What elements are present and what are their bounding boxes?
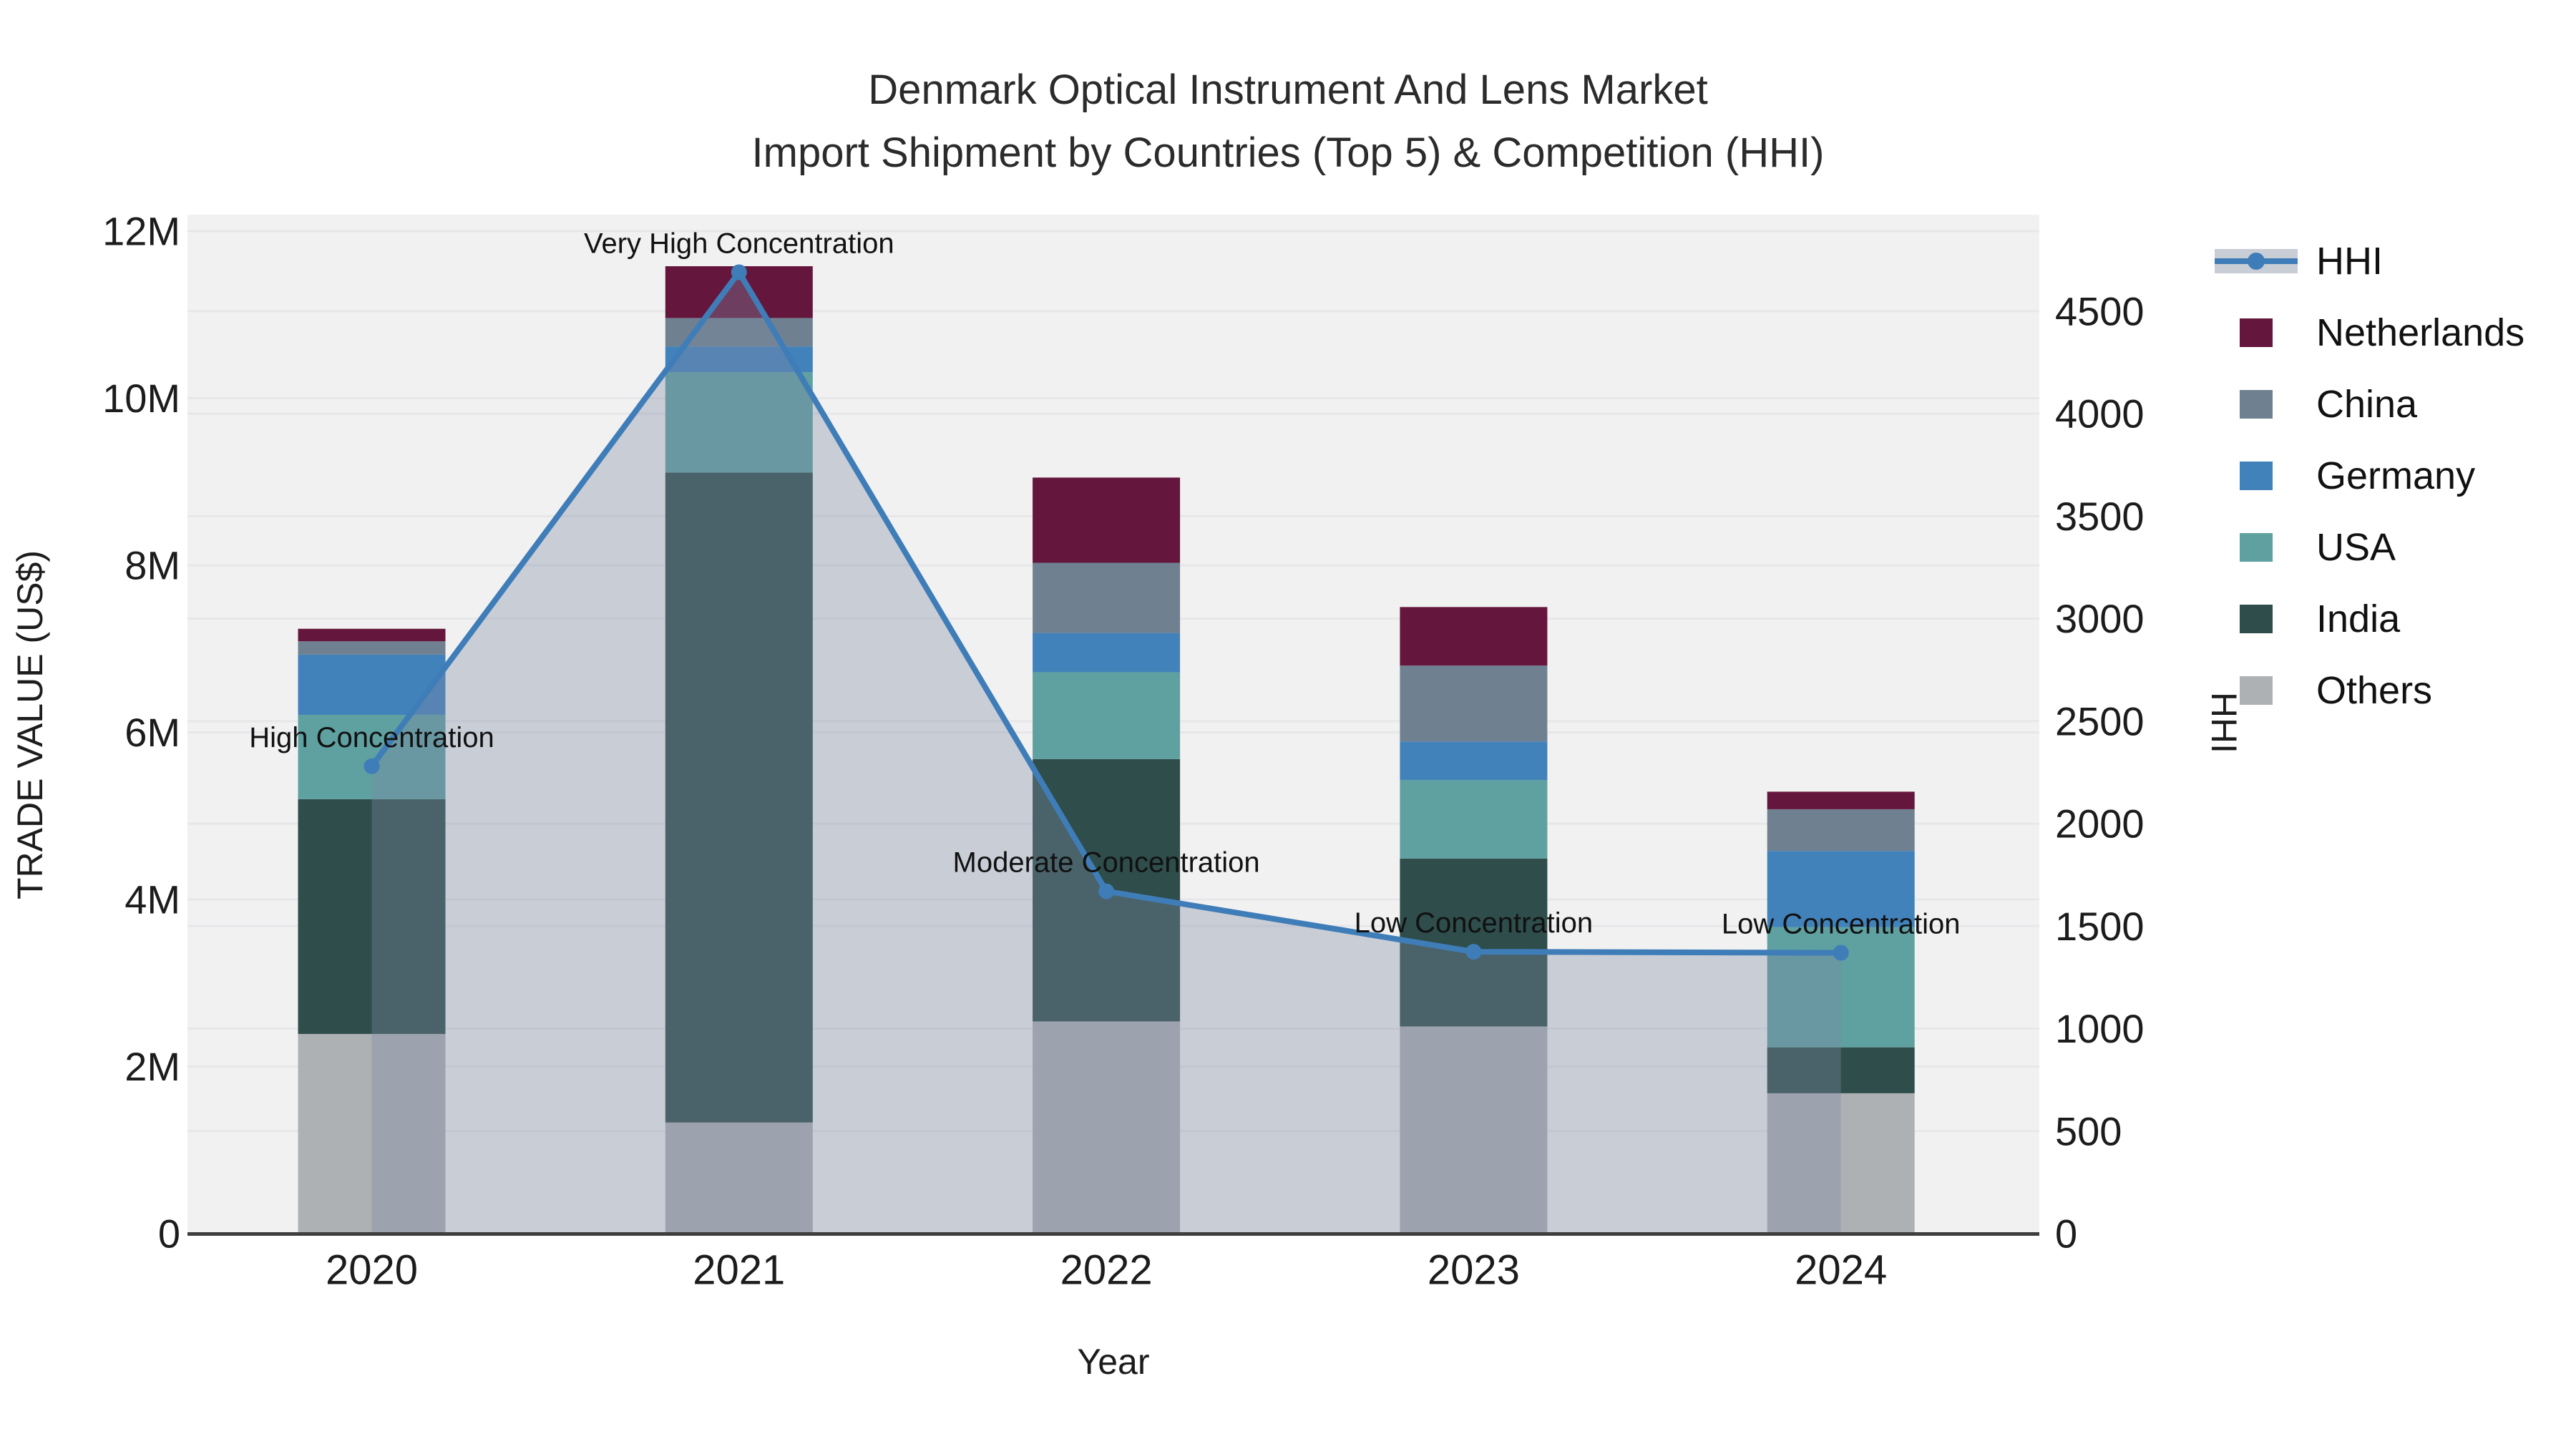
y-left-tick-label: 10M	[102, 376, 180, 421]
legend-label: China	[2316, 383, 2418, 426]
y-right-tick-label: 2500	[2055, 698, 2145, 743]
y-left-axis-title: TRADE VALUE (US$)	[10, 550, 50, 900]
china-swatch-icon	[2239, 390, 2273, 419]
y-left-tick-label: 0	[158, 1211, 180, 1257]
bar-segment-germany-2024	[1767, 851, 1915, 927]
bar-segment-usa-2021	[665, 372, 813, 473]
annotation-2021: Very High Concentration	[584, 228, 894, 259]
chart-title-line2: Import Shipment by Countries (Top 5) & C…	[751, 130, 1825, 176]
legend-item-india[interactable]: India	[2211, 583, 2524, 655]
bar-segment-germany-2022	[1033, 633, 1181, 673]
netherlands-swatch-icon	[2239, 318, 2273, 347]
bar-segment-netherlands-2024	[1767, 791, 1915, 809]
legend-item-china[interactable]: China	[2211, 369, 2524, 440]
y-right-tick-label: 500	[2055, 1108, 2122, 1153]
hhi-line-legend-icon	[2211, 247, 2301, 275]
hhi-marker-2022	[1098, 883, 1115, 899]
legend-label: Netherlands	[2316, 311, 2525, 354]
legend-item-usa[interactable]: USA	[2211, 512, 2524, 583]
legend-label: India	[2316, 597, 2401, 640]
annotation-2020: High Concentration	[249, 722, 494, 753]
india-swatch-icon	[2239, 605, 2273, 633]
bar-segment-others-2020	[298, 1033, 446, 1234]
annotation-2022: Moderate Concentration	[953, 847, 1260, 879]
others-swatch-icon	[2239, 676, 2273, 705]
y-left-tick-label: 6M	[125, 710, 180, 755]
bar-segment-china-2024	[1767, 809, 1915, 852]
y-right-tick-label: 1000	[2055, 1006, 2145, 1051]
x-axis-line	[187, 1232, 2039, 1236]
x-tick-label-2023: 2023	[1428, 1247, 1520, 1294]
legend-label: Germany	[2316, 454, 2476, 497]
hhi-area-fill	[371, 272, 1841, 1234]
bar-segment-netherlands-2023	[1400, 607, 1548, 666]
y-left-tick-label: 4M	[125, 877, 180, 922]
legend-label: Others	[2316, 669, 2433, 712]
legend: HHI Netherlands China Germany USA India …	[2211, 225, 2524, 726]
bar-segment-germany-2023	[1400, 741, 1548, 781]
bar-segment-usa-2022	[1033, 672, 1181, 759]
legend-label: USA	[2316, 526, 2396, 569]
x-tick-label-2020: 2020	[326, 1247, 418, 1294]
bar-segment-india-2024	[1767, 1047, 1915, 1093]
annotation-2024: Low Concentration	[1722, 909, 1961, 940]
bar-segment-china-2023	[1400, 665, 1548, 742]
x-axis-title: Year	[1077, 1342, 1150, 1382]
bar-segment-others-2024	[1767, 1093, 1915, 1234]
bar-segment-netherlands-2022	[1033, 477, 1181, 563]
bar-segment-china-2020	[298, 641, 446, 655]
legend-label: HHI	[2316, 240, 2383, 283]
bar-segment-others-2023	[1400, 1026, 1548, 1234]
bar-segment-usa-2020	[298, 714, 446, 799]
bar-segment-usa-2023	[1400, 780, 1548, 859]
hhi-marker-2020	[364, 758, 380, 774]
annotation-2023: Low Concentration	[1355, 907, 1594, 939]
y-left-tick-label: 12M	[102, 209, 180, 254]
legend-item-others[interactable]: Others	[2211, 655, 2524, 726]
bar-segment-netherlands-2020	[298, 628, 446, 642]
bar-segment-china-2022	[1033, 562, 1181, 633]
legend-item-germany[interactable]: Germany	[2211, 440, 2524, 512]
x-tick-label-2024: 2024	[1795, 1247, 1887, 1294]
hhi-marker-2023	[1465, 944, 1482, 960]
y-right-tick-label: 2000	[2055, 801, 2145, 847]
hhi-marker-2024	[1833, 945, 1849, 961]
bar-segment-others-2021	[665, 1122, 813, 1234]
y-right-tick-label: 4500	[2055, 288, 2145, 333]
bar-segment-others-2022	[1033, 1021, 1181, 1234]
y-right-tick-label: 3000	[2055, 596, 2145, 641]
usa-swatch-icon	[2239, 533, 2273, 562]
bar-segment-india-2021	[665, 472, 813, 1123]
y-right-tick-label: 4000	[2055, 391, 2145, 436]
germany-swatch-icon	[2239, 462, 2273, 490]
chart-title-line1: Denmark Optical Instrument And Lens Mark…	[868, 67, 1708, 113]
x-tick-label-2022: 2022	[1060, 1247, 1153, 1294]
x-tick-label-2021: 2021	[693, 1247, 785, 1294]
bar-segment-india-2020	[298, 799, 446, 1034]
y-left-tick-label: 2M	[125, 1044, 180, 1089]
hhi-marker-2021	[731, 264, 747, 280]
y-right-tick-label: 1500	[2055, 904, 2145, 949]
y-right-tick-label: 0	[2055, 1211, 2077, 1257]
y-right-tick-label: 3500	[2055, 494, 2145, 539]
y-left-tick-label: 8M	[125, 543, 180, 588]
legend-item-hhi[interactable]: HHI	[2211, 225, 2524, 297]
legend-item-netherlands[interactable]: Netherlands	[2211, 297, 2524, 369]
